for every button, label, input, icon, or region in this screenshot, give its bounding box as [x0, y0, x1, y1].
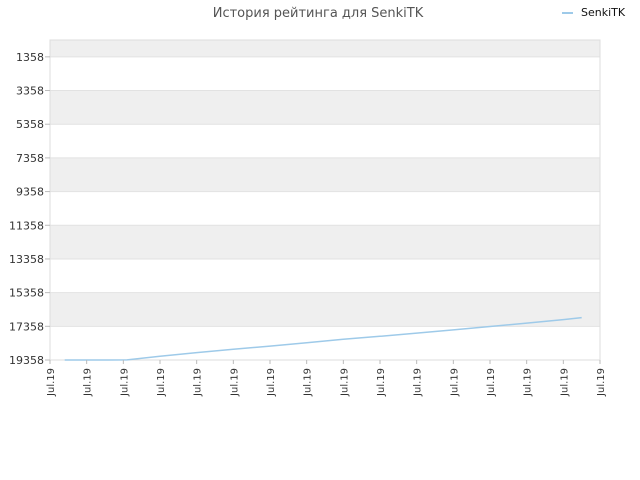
- y-tick-label: 1358: [16, 51, 44, 64]
- x-tick-label: Jul.19: [486, 368, 497, 397]
- y-tick-label: 9358: [16, 186, 44, 199]
- x-tick-label: Jul.19: [83, 368, 94, 397]
- x-axis: Jul.19 Jul.19 Jul.19 Jul.19 Jul.19 Jul.19 Jul.…: [46, 360, 607, 397]
- x-tick-label: Jul.19: [339, 368, 350, 397]
- grid-lines: [49, 39, 601, 361]
- plot-bands: [50, 40, 600, 360]
- plot-band: [50, 90, 600, 125]
- y-tick-label: 7358: [16, 152, 44, 165]
- x-tick-label: Jul.19: [303, 368, 314, 397]
- plot-band: [50, 56, 600, 91]
- x-tick-label: Jul.19: [559, 368, 570, 397]
- x-tick-label: Jul.19: [413, 368, 424, 397]
- plot-band: [50, 292, 600, 327]
- x-tick-label: Jul.19: [46, 368, 57, 397]
- series-line-senkitk: [64, 316, 582, 361]
- y-tick-label: 3358: [16, 85, 44, 98]
- y-tick-label: 15358: [9, 287, 44, 300]
- x-tick-label: Jul.19: [449, 368, 460, 397]
- y-tick-label: 11358: [9, 219, 44, 232]
- legend[interactable]: SenkiTK: [562, 6, 626, 19]
- plot-band: [50, 40, 600, 57]
- x-tick-label: Jul.19: [523, 368, 534, 397]
- x-tick-label: Jul.19: [596, 368, 607, 397]
- x-tick-label: Jul.19: [193, 368, 204, 397]
- y-tick-label: 19358: [9, 354, 44, 367]
- plot-border: [49, 39, 601, 361]
- plot-band: [50, 258, 600, 293]
- plot-band: [50, 191, 600, 226]
- series-layer: [64, 316, 582, 361]
- chart-title: История рейтинга для SenkiTK: [213, 6, 424, 21]
- x-tick-label: Jul.19: [156, 368, 167, 397]
- y-tick-label: 17358: [9, 320, 44, 333]
- x-tick-label: Jul.19: [229, 368, 240, 397]
- y-tick-label: 13358: [9, 253, 44, 266]
- plot-band: [50, 326, 600, 360]
- plot-band: [50, 124, 600, 158]
- x-tick-label: Jul.19: [266, 368, 277, 397]
- y-tick-label: 5358: [16, 118, 44, 131]
- legend-label-senkitk: SenkiTK: [581, 6, 626, 19]
- plot-band: [50, 157, 600, 192]
- x-tick-label: Jul.19: [376, 368, 387, 397]
- plot-band: [50, 225, 600, 259]
- x-tick-label: Jul.19: [119, 368, 130, 397]
- y-axis: 1358 3358 5358 7358 9358 11358 13358 15358 17358…: [9, 51, 50, 367]
